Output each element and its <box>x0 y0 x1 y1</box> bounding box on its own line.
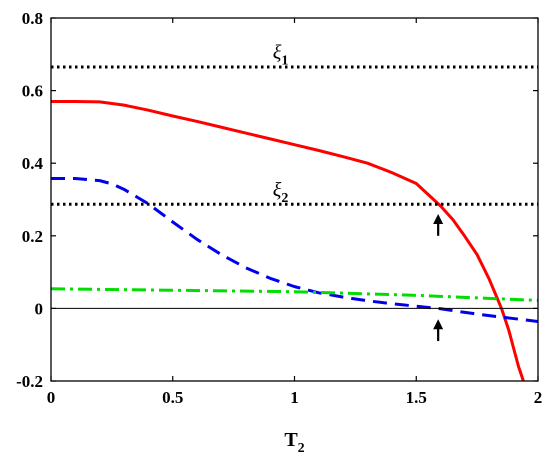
y-tick-label: 0 <box>35 299 44 318</box>
x-axis-title: T2 <box>284 429 304 456</box>
y-tick-label: 0.6 <box>22 82 43 101</box>
annotation-xi-1: ξ1 <box>273 41 289 68</box>
annotation-arrow-1 <box>433 214 444 236</box>
annotation-layer: ξ1 ξ2 <box>273 41 289 206</box>
y-tick-label: 0.2 <box>22 227 43 246</box>
x-tick-label: 1 <box>290 388 299 407</box>
series-layer <box>51 65 538 381</box>
series-line-2 <box>51 287 538 302</box>
annotation-xi-2: ξ2 <box>273 179 289 206</box>
arrow-layer <box>433 214 444 342</box>
series-line-0 <box>51 99 525 381</box>
x-tick-label: 1.5 <box>406 388 427 407</box>
series-line-1 <box>51 176 538 323</box>
y-tick-label: 0.4 <box>22 154 44 173</box>
y-tick-label: -0.2 <box>16 372 43 391</box>
x-tick-label: 0.5 <box>162 388 183 407</box>
x-tick-label: 0 <box>47 388 56 407</box>
y-tick-label: 0.8 <box>22 9 43 28</box>
x-tick-label: 2 <box>534 388 543 407</box>
tick-layer: 0 0.5 1 1.5 2-0.200.20.40.60.8 <box>16 9 542 407</box>
annotation-arrow-2 <box>433 319 444 342</box>
plot-area-frame <box>50 17 539 382</box>
